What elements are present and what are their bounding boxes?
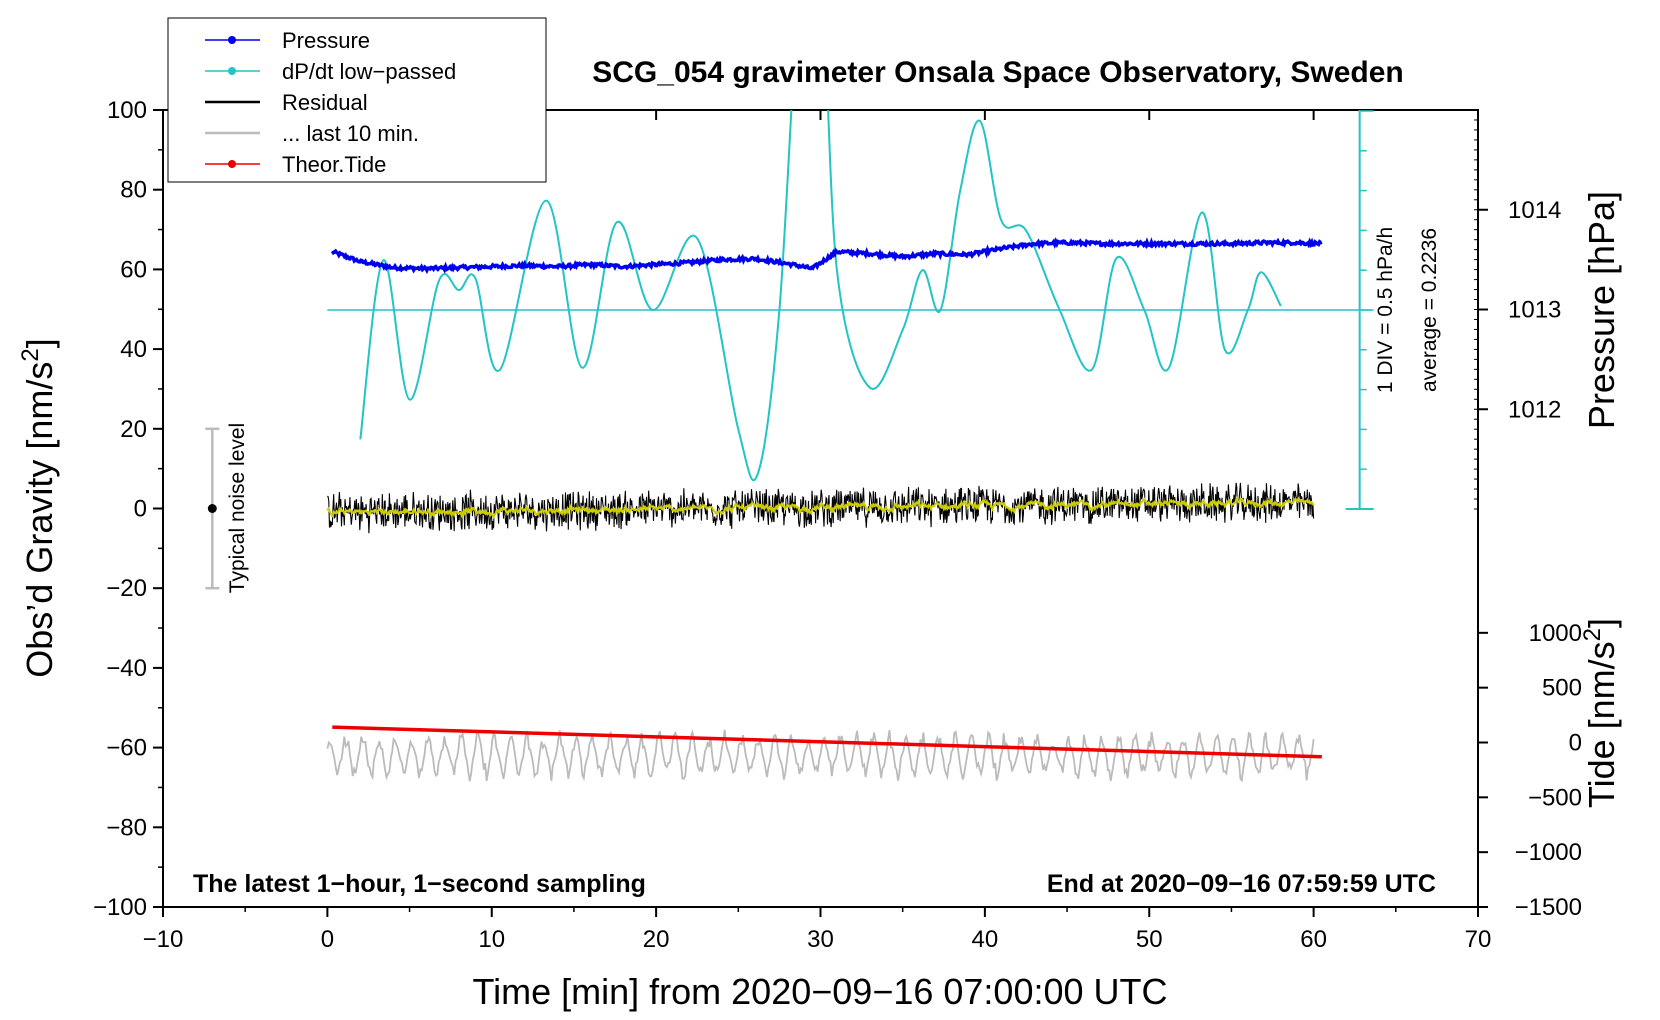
y-tick-label: −100	[93, 894, 147, 921]
x-tick-label: 10	[478, 926, 505, 953]
y-tick-label: 0	[134, 496, 147, 523]
pressure-tick-label: 1013	[1508, 297, 1561, 324]
tide-tick-label: −500	[1528, 784, 1582, 811]
legend-label: Pressure	[282, 28, 370, 53]
footer-right: End at 2020−09−16 07:59:59 UTC	[1047, 870, 1436, 898]
tide-tick-label: 0	[1569, 730, 1582, 757]
y-axis-label-gravity: Obs’d Gravity [nm/s2]	[17, 338, 60, 677]
residual-smoothed-line	[326, 495, 1315, 520]
dpdt-line	[359, 110, 1282, 482]
y-tick-label: −40	[106, 655, 147, 682]
noise-level-label: Typical noise level	[226, 423, 249, 593]
x-tick-label: 30	[807, 926, 834, 953]
x-tick-label: 40	[972, 926, 999, 953]
pressure-line	[330, 236, 1323, 275]
chart-title: SCG_054 gravimeter Onsala Space Observat…	[592, 56, 1404, 89]
legend-label: dP/dt low−passed	[282, 59, 456, 84]
x-tick-label: −10	[143, 926, 184, 953]
y-tick-label: 80	[120, 177, 147, 204]
tide-tick-label: −1000	[1515, 839, 1582, 866]
legend-label: Residual	[282, 90, 368, 115]
x-tick-label: 60	[1300, 926, 1327, 953]
x-tick-label: 70	[1465, 926, 1492, 953]
legend-marker	[228, 160, 236, 168]
legend-marker	[228, 36, 236, 44]
y-tick-label: −60	[106, 735, 147, 762]
x-tick-label: 0	[321, 926, 334, 953]
scale-average-label: average = 0.2236	[1418, 228, 1441, 392]
y-tick-label: 20	[120, 416, 147, 443]
scale-div-label: 1 DIV = 0.5 hPa/h	[1374, 227, 1397, 393]
y-axis-label-pressure: Pressure [hPa]	[1581, 191, 1622, 429]
y-axis-label-tide: Tide [nm/s2]	[1579, 618, 1622, 808]
last-10-min-line	[326, 728, 1315, 783]
legend-label: ... last 10 min.	[282, 121, 419, 146]
legend-marker	[228, 67, 236, 75]
footer-left: The latest 1−hour, 1−second sampling	[193, 870, 646, 898]
y-tick-label: 100	[107, 97, 147, 124]
y-tick-label: −80	[106, 814, 147, 841]
legend-label: Theor.Tide	[282, 152, 386, 177]
tide-line	[332, 725, 1322, 759]
tide-tick-label: 1000	[1529, 620, 1582, 647]
x-tick-label: 50	[1136, 926, 1163, 953]
tide-tick-label: 500	[1542, 675, 1582, 702]
residual-line	[327, 482, 1315, 534]
axis-ticks: −10 0 10 20 30 40 50 60 70100806040200−20−40−60−…	[93, 97, 1582, 953]
y-tick-label: −20	[106, 575, 147, 602]
legend: Pressure dP/dt low−passed Residual ... last…	[167, 17, 547, 183]
y-tick-label: 40	[120, 336, 147, 363]
legend-box	[167, 17, 547, 183]
series-layer	[205, 110, 1374, 783]
pressure-tick-label: 1014	[1508, 197, 1561, 224]
noise-bar-dot	[207, 504, 217, 513]
tide-tick-label: −1500	[1515, 894, 1582, 921]
x-axis-label: Time [min] from 2020−09−16 07:00:00 UTC	[472, 971, 1167, 1012]
x-tick-label: 20	[643, 926, 670, 953]
y-tick-label: 60	[120, 256, 147, 283]
pressure-tick-label: 1012	[1508, 396, 1561, 423]
